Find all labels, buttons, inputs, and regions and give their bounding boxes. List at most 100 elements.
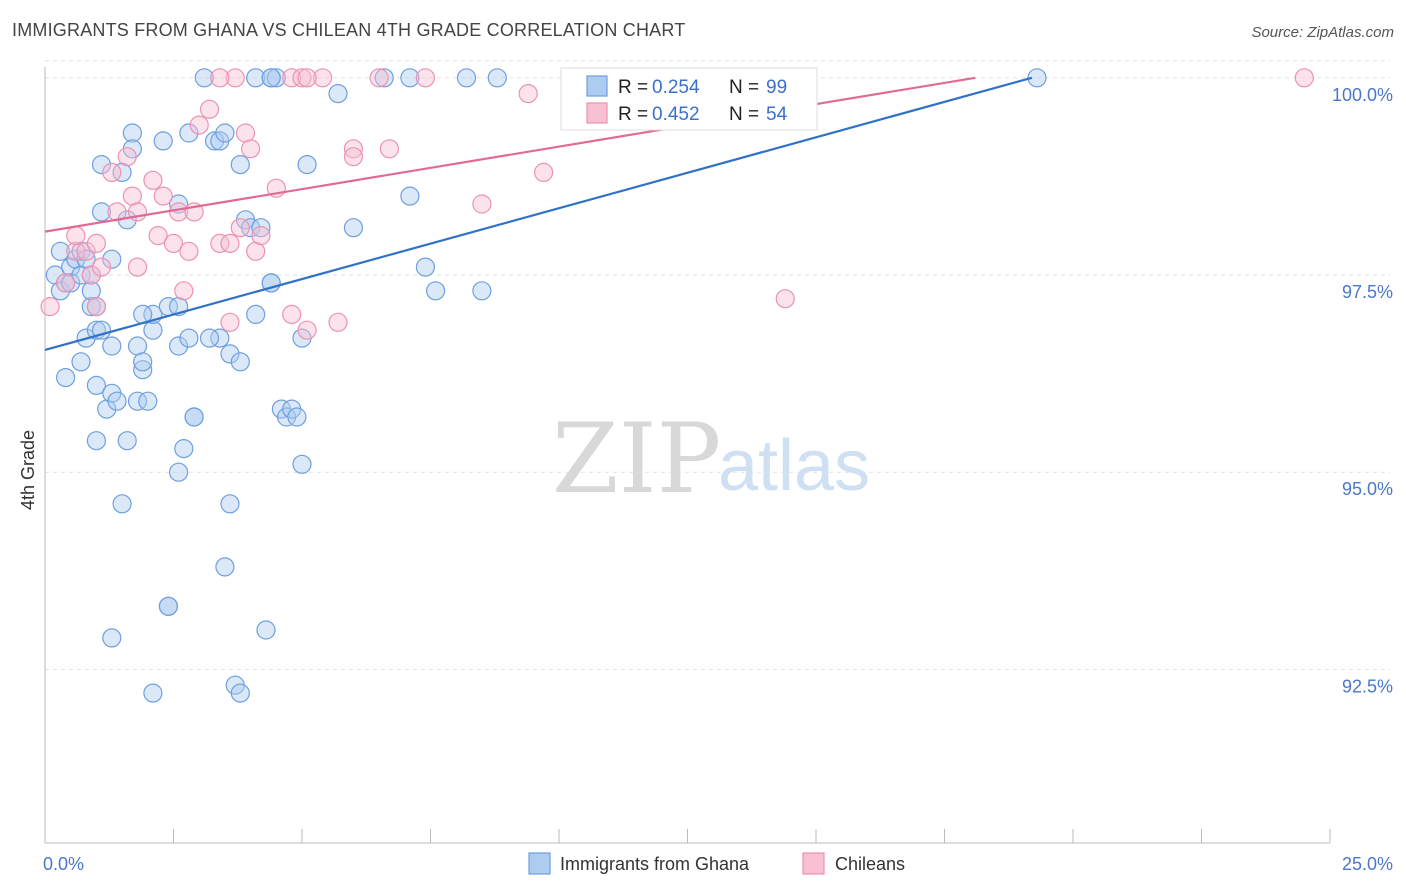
ghana-point-20 — [86, 375, 107, 395]
chile-point-9 — [102, 162, 122, 182]
ghana-point-46 — [169, 336, 189, 356]
ghana-point-86 — [343, 218, 363, 238]
ghana-point-26 — [91, 202, 112, 222]
ghana-point-82 — [292, 454, 312, 474]
legend-r-value-ghana: 0.254 — [652, 77, 700, 98]
x-tick-labels: 0.0% 25.0% — [43, 854, 1393, 874]
chile-point-51 — [297, 68, 317, 88]
y-tick-labels: 92.5% 95.0% 97.5% 100.0% — [1332, 85, 1393, 697]
ghana-point-42 — [153, 131, 173, 151]
series-chile-points — [40, 68, 1314, 340]
legend-n-value-ghana: 99 — [766, 77, 787, 98]
watermark-zip: ZIP — [552, 403, 721, 515]
ghana-point-14 — [71, 352, 91, 372]
chile-point-29 — [230, 218, 250, 238]
ghana-point-59 — [199, 328, 220, 348]
chart-title: IMMIGRANTS FROM GHANA VS CHILEAN 4TH GRA… — [12, 20, 686, 40]
ghana-point-19 — [86, 431, 107, 451]
chile-point-35 — [282, 304, 302, 324]
ghana-point-38 — [138, 391, 158, 411]
chile-point-49 — [775, 289, 795, 309]
ghana-point-24 — [102, 249, 122, 269]
ghana-point-96 — [102, 628, 122, 648]
ghana-point-85 — [328, 83, 348, 104]
ghana-point-91 — [426, 281, 446, 301]
chile-point-16 — [148, 226, 168, 246]
chile-point-1 — [55, 273, 76, 293]
y-tick-label-3: 100.0% — [1332, 85, 1393, 105]
legend-n-value-chile: 54 — [766, 104, 788, 125]
chile-point-27 — [220, 312, 240, 332]
ghana-point-73 — [266, 68, 286, 88]
chile-point-37 — [292, 68, 312, 88]
chile-point-11 — [117, 147, 137, 167]
ghana-point-87 — [374, 68, 394, 88]
x-tick-label-0: 0.0% — [43, 854, 84, 874]
ghana-point-35 — [117, 431, 137, 451]
ghana-point-32 — [133, 360, 153, 380]
ghana-point-94 — [487, 68, 507, 88]
ghana-point-23 — [102, 336, 122, 356]
chile-point-14 — [127, 257, 148, 277]
chile-point-26 — [220, 233, 240, 253]
ghana-point-36 — [112, 494, 132, 514]
ghana-point-62 — [220, 494, 240, 514]
y-tick-label-2: 97.5% — [1342, 282, 1393, 302]
y-tick-label-1: 95.0% — [1342, 479, 1393, 499]
chile-point-15 — [143, 170, 163, 190]
ghana-point-47 — [179, 328, 199, 348]
ghana-point-5 — [61, 273, 81, 293]
chile-point-17 — [153, 186, 173, 206]
ghana-point-57 — [215, 123, 235, 143]
chile-point-31 — [241, 139, 261, 159]
ghana-point-69 — [241, 218, 261, 238]
chile-point-43 — [379, 139, 399, 159]
ghana-point-25 — [91, 155, 112, 175]
chile-point-47 — [533, 162, 554, 182]
y-tick-label-0: 92.5% — [1342, 676, 1393, 696]
legend-swatch-chile — [586, 102, 608, 124]
ghana-point-92 — [456, 68, 477, 88]
ghana-point-48 — [174, 439, 194, 459]
ghana-point-70 — [251, 218, 271, 238]
ghana-point-33 — [133, 352, 153, 372]
chile-point-46 — [518, 83, 538, 104]
bottom-legend-swatch-chile — [802, 852, 825, 875]
chile-point-50 — [210, 68, 230, 88]
ghana-point-50 — [184, 407, 204, 427]
chart-source: Source: ZipAtlas.com — [1251, 24, 1394, 41]
trend-lines — [44, 76, 1033, 352]
bottom-legend: Immigrants from Ghana Chileans — [528, 852, 905, 875]
chile-point-38 — [297, 320, 317, 340]
ghana-point-66 — [246, 68, 266, 88]
chile-point-33 — [251, 226, 271, 246]
grid-lines — [45, 60, 1390, 670]
ghana-point-67 — [230, 155, 250, 175]
chile-point-3 — [66, 226, 86, 246]
ghana-point-2 — [50, 241, 71, 261]
chile-point-25 — [210, 233, 230, 253]
ghana-point-80 — [287, 407, 307, 427]
y-axis-title: 4th Grade — [18, 430, 38, 510]
chile-point-39 — [313, 68, 333, 88]
ghana-point-93 — [472, 281, 492, 301]
ghana-point-58 — [210, 328, 230, 348]
ghana-point-97 — [143, 683, 163, 703]
ghana-trend-line — [44, 76, 1033, 352]
legend-r-label-ghana: R = — [618, 77, 648, 98]
ghana-point-90 — [415, 257, 435, 277]
ghana-point-84 — [256, 620, 276, 640]
chile-trend-line — [44, 76, 976, 233]
bottom-legend-label-ghana: Immigrants from Ghana — [560, 854, 750, 874]
ghana-point-34 — [107, 391, 127, 411]
bottom-legend-label-chile: Chileans — [835, 854, 905, 874]
ghana-point-60 — [220, 344, 240, 364]
chile-point-8 — [91, 257, 112, 277]
legend-n-label-ghana: N = — [729, 77, 759, 98]
chile-point-6 — [86, 297, 107, 317]
legend-swatch-ghana — [586, 75, 608, 97]
ghana-point-88 — [400, 68, 420, 88]
ghana-point-71 — [246, 304, 266, 324]
chile-point-41 — [343, 139, 363, 159]
